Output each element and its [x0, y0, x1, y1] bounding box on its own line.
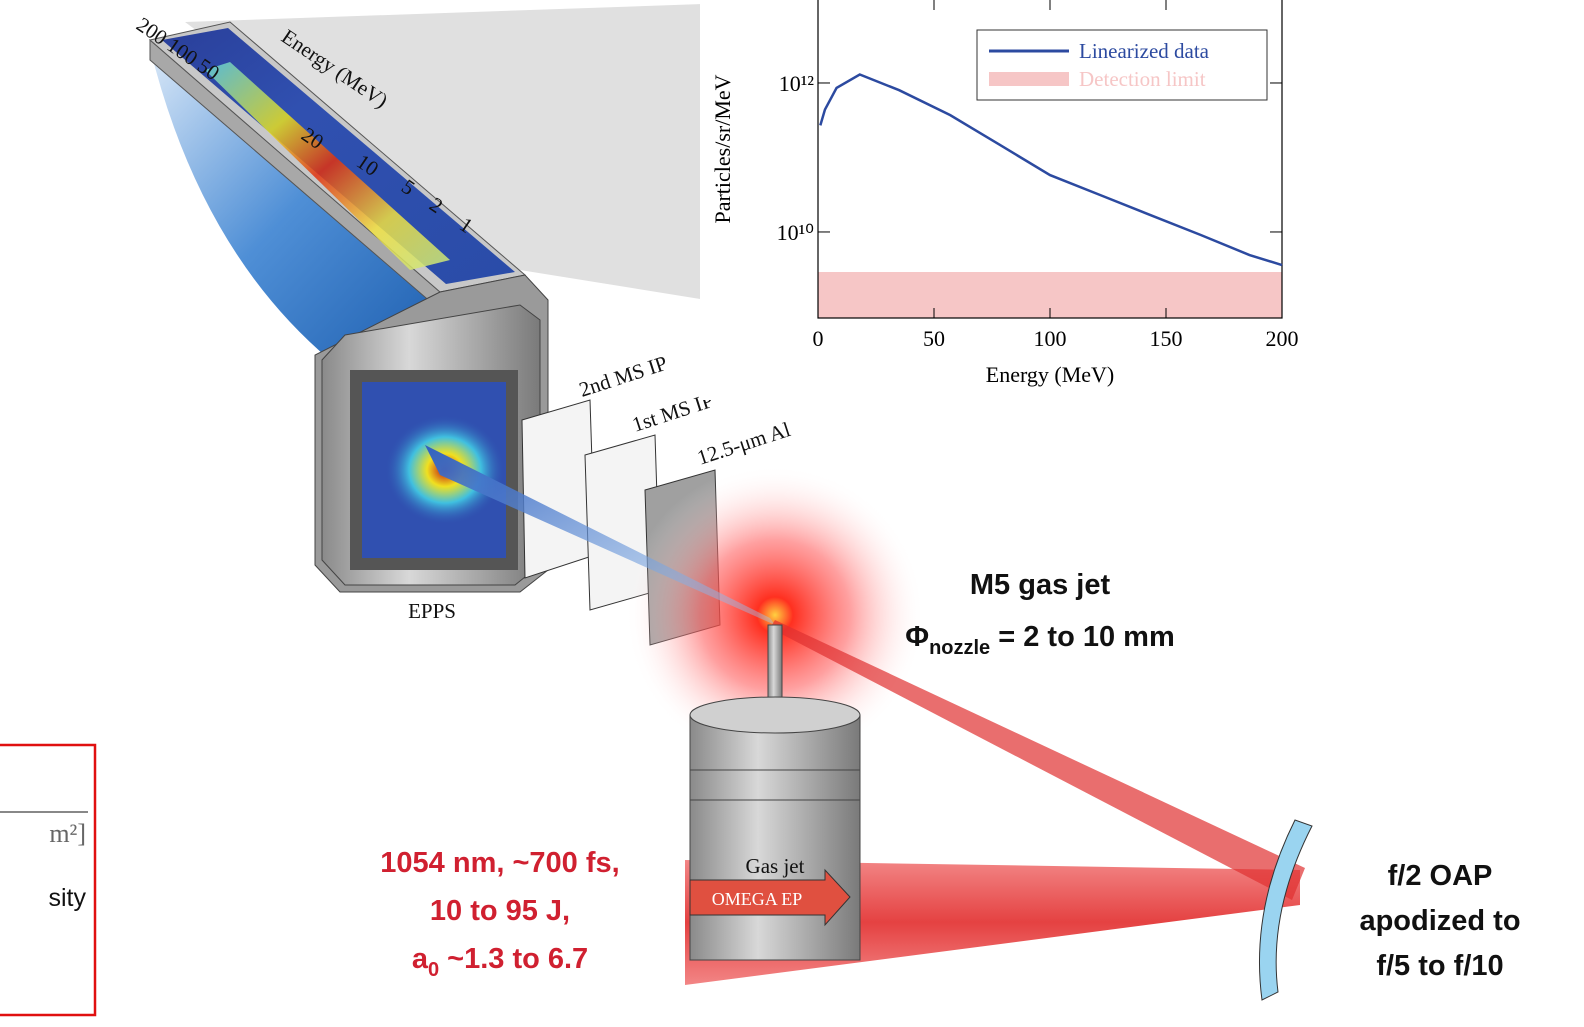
jet-title: M5 gas jet — [970, 569, 1111, 601]
plate-label: 12.5-μm Al — [694, 417, 793, 470]
box-text: m²] — [49, 819, 86, 848]
plate — [522, 400, 595, 578]
jet-nozzle: Φnozzle = 2 to 10 mm — [905, 621, 1175, 659]
phi-rest: = 2 to 10 mm — [990, 621, 1175, 653]
y-tick-label: 10¹⁰ — [777, 220, 815, 245]
legend-label: Detection limit — [1079, 67, 1206, 91]
inset-chart: 0 50 100 150 200 10¹⁰ 10¹² Energy (MeV) Particle… — [700, 0, 1310, 400]
laser-text: 10 to 95 J, — [430, 895, 570, 927]
plate-label: 2nd MS IP — [576, 351, 670, 402]
y-axis-label: Particles/sr/MeV — [710, 74, 735, 223]
equation-box — [0, 745, 95, 1015]
legend-label: Linearized data — [1079, 39, 1210, 63]
x-tick-label: 100 — [1034, 326, 1067, 351]
oap-text: f/5 to f/10 — [1376, 950, 1503, 982]
x-axis-label: Energy (MeV) — [986, 362, 1115, 387]
figure: 200 100 50 Energy (MeV) 20 10 5 2 1 2nd … — [0, 0, 1584, 1027]
phi-sub: nozzle — [929, 637, 990, 659]
x-tick-label: 200 — [1266, 326, 1299, 351]
laser-text: 1054 nm, ~700 fs, — [380, 847, 619, 879]
page: 200 100 50 Energy (MeV) 20 10 5 2 1 2nd … — [0, 0, 1584, 1027]
gas-jet-body — [690, 715, 860, 960]
oap-text: apodized to — [1359, 905, 1520, 937]
gas-jet-label: Gas jet — [746, 854, 805, 878]
y-tick-label: 10¹² — [779, 71, 815, 96]
omega-label: OMEGA EP — [712, 889, 803, 909]
oap-mirror — [1259, 820, 1312, 1000]
a-sub: 0 — [428, 959, 439, 981]
a-rest: ~1.3 to 6.7 — [439, 943, 588, 975]
box-text: sity — [49, 884, 87, 912]
x-tick-label: 50 — [923, 326, 945, 351]
x-tick-label: 0 — [813, 326, 824, 351]
a: a — [412, 943, 429, 975]
gas-jet-top — [690, 697, 860, 733]
oap-text: f/2 OAP — [1388, 860, 1493, 892]
x-tick-label: 150 — [1150, 326, 1183, 351]
phi: Φ — [905, 621, 929, 653]
laser-text: a0 ~1.3 to 6.7 — [412, 943, 588, 981]
epps-label: EPPS — [408, 599, 456, 623]
